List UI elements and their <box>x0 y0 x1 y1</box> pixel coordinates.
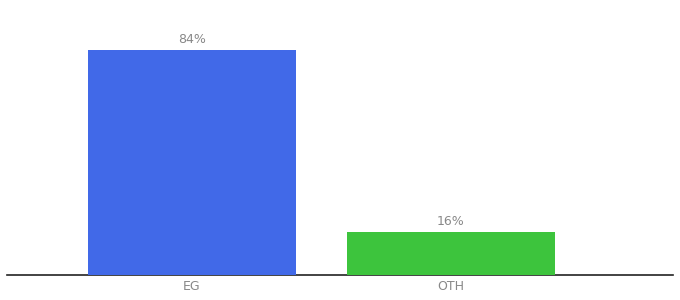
Bar <box>88 50 296 275</box>
Text: 84%: 84% <box>178 33 206 46</box>
Text: 16%: 16% <box>437 215 465 228</box>
Bar <box>347 232 555 275</box>
